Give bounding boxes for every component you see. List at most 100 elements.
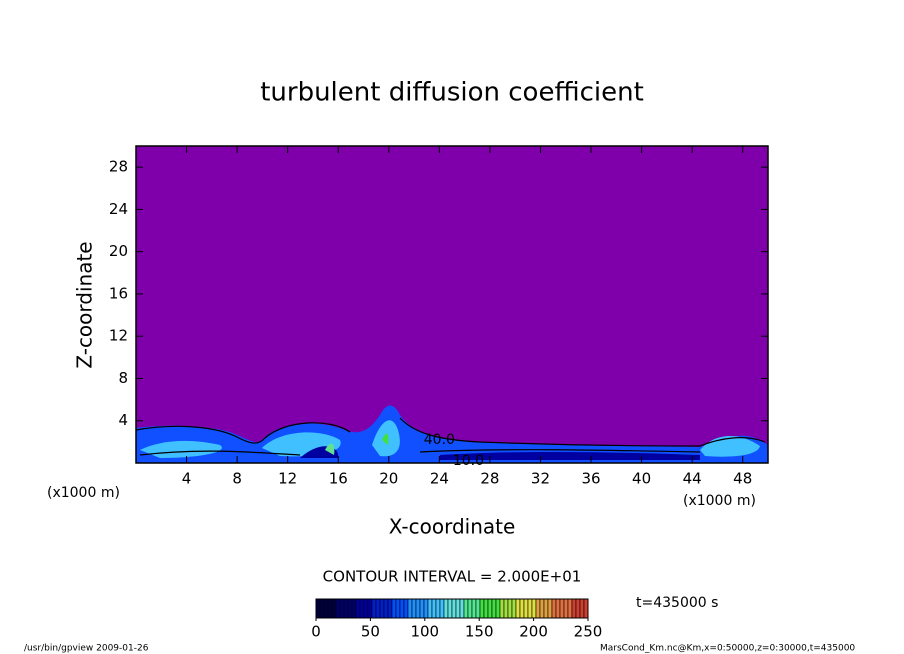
colorbar-cell	[359, 598, 365, 619]
colorbar-cell	[459, 598, 465, 619]
colorbar-cell	[495, 598, 501, 619]
contour-line	[139, 450, 301, 456]
colorbar-cell	[467, 598, 473, 619]
field-background	[136, 146, 768, 463]
colorbar-cell	[395, 598, 401, 619]
colorbar-cell	[331, 598, 337, 619]
field-patch	[382, 433, 389, 445]
x-tick-label: 32	[531, 470, 550, 488]
colorbar-cell	[347, 598, 353, 619]
colorbar-cell	[583, 598, 589, 619]
y-axis-label: Z-coordinate	[73, 241, 97, 368]
y-tick-label: 20	[109, 242, 128, 260]
colorbar-cell	[571, 598, 577, 619]
colorbar-cell	[371, 598, 377, 619]
colorbar-cell	[439, 598, 445, 619]
colorbar-cell	[367, 598, 373, 619]
colorbar-cell	[507, 598, 513, 619]
colorbar-cell	[543, 598, 549, 619]
colorbar-tick-label: 100	[410, 623, 439, 641]
colorbar-cell	[343, 598, 349, 619]
x-tick-label: 28	[480, 470, 499, 488]
y-tick-label: 8	[118, 369, 128, 387]
colorbar-cell	[387, 598, 393, 619]
colorbar-cell	[531, 598, 537, 619]
field-patch	[440, 451, 700, 460]
x-axis-label: X-coordinate	[389, 515, 516, 539]
colorbar-cell	[519, 598, 525, 619]
contour-interval: CONTOUR INTERVAL = 2.000E+01	[323, 568, 582, 586]
colorbar-cell	[479, 598, 485, 619]
colorbar-cell	[555, 598, 561, 619]
colorbar-cell	[523, 598, 529, 619]
colorbar-cell	[431, 598, 437, 619]
colorbar-cell	[487, 598, 493, 619]
colorbar-cell	[447, 598, 453, 619]
x-tick-label: 16	[329, 470, 348, 488]
colorbar-cell	[423, 598, 429, 619]
colorbar-cell	[455, 598, 461, 619]
plot-frame	[135, 145, 769, 464]
x-unit-label: (x1000 m)	[47, 485, 120, 501]
colorbar-cell	[527, 598, 533, 619]
colorbar-cell	[339, 598, 345, 619]
colorbar-cell	[319, 598, 325, 619]
colorbar-cell	[483, 598, 489, 619]
contour-line	[419, 449, 701, 453]
y-tick-label: 24	[109, 200, 128, 218]
colorbar-cell	[579, 598, 585, 619]
y-tick-label: 12	[109, 327, 128, 345]
colorbar-cell	[315, 598, 321, 619]
colorbar-cell	[539, 598, 545, 619]
colorbar-cell	[563, 598, 569, 619]
x-unit-label: (x1000 m)	[683, 493, 756, 509]
y-tick-label: 16	[109, 284, 128, 302]
x-tick-label: 48	[733, 470, 752, 488]
time-label: t=435000 s	[636, 595, 718, 611]
colorbar-tick-label: 200	[519, 623, 548, 641]
colorbar-cell	[491, 598, 497, 619]
colorbar-cell	[399, 598, 405, 619]
y-tick-label: 28	[109, 158, 128, 176]
chart-title: turbulent diffusion coefficient	[260, 78, 644, 108]
colorbar-cell	[547, 598, 553, 619]
colorbar-cell	[419, 598, 425, 619]
colorbar-cell	[391, 598, 397, 619]
contour-line	[399, 417, 766, 447]
colorbar-cell	[503, 598, 509, 619]
colorbar-cell	[567, 598, 573, 619]
colorbar-cell	[451, 598, 457, 619]
colorbar-cell	[435, 598, 441, 619]
x-tick-label: 12	[278, 470, 297, 488]
colorbar-cell	[515, 598, 521, 619]
colorbar-cell	[379, 598, 385, 619]
colorbar-cell	[375, 598, 381, 619]
colorbar-frame	[315, 598, 589, 619]
colorbar-cell	[355, 598, 361, 619]
colorbar-cell	[323, 598, 329, 619]
colorbar-cell	[383, 598, 389, 619]
y-tick-label: 4	[118, 411, 128, 429]
x-tick-label: 4	[182, 470, 192, 488]
colorbar-tick-label: 50	[361, 623, 380, 641]
colorbar-cell	[427, 598, 433, 619]
field-patch	[140, 440, 222, 458]
colorbar-tick-label: 0	[311, 623, 321, 641]
x-tick-label: 24	[430, 470, 449, 488]
colorbar-cell	[499, 598, 505, 619]
plot-area: 40.0 10.0	[135, 146, 768, 469]
colorbar-cell	[575, 598, 581, 619]
colorbar-cell	[443, 598, 449, 619]
colorbar-cell	[559, 598, 565, 619]
x-tick-label: 36	[581, 470, 600, 488]
x-tick-label: 44	[683, 470, 702, 488]
colorbar-cell	[403, 598, 409, 619]
contour-label: 10.0	[453, 453, 484, 469]
colorbar-cell	[415, 598, 421, 619]
colorbar-tick-label: 250	[574, 623, 603, 641]
colorbar-cell	[407, 598, 413, 619]
colorbar-cell	[463, 598, 469, 619]
x-tick-label: 20	[379, 470, 398, 488]
colorbar-cell	[363, 598, 369, 619]
